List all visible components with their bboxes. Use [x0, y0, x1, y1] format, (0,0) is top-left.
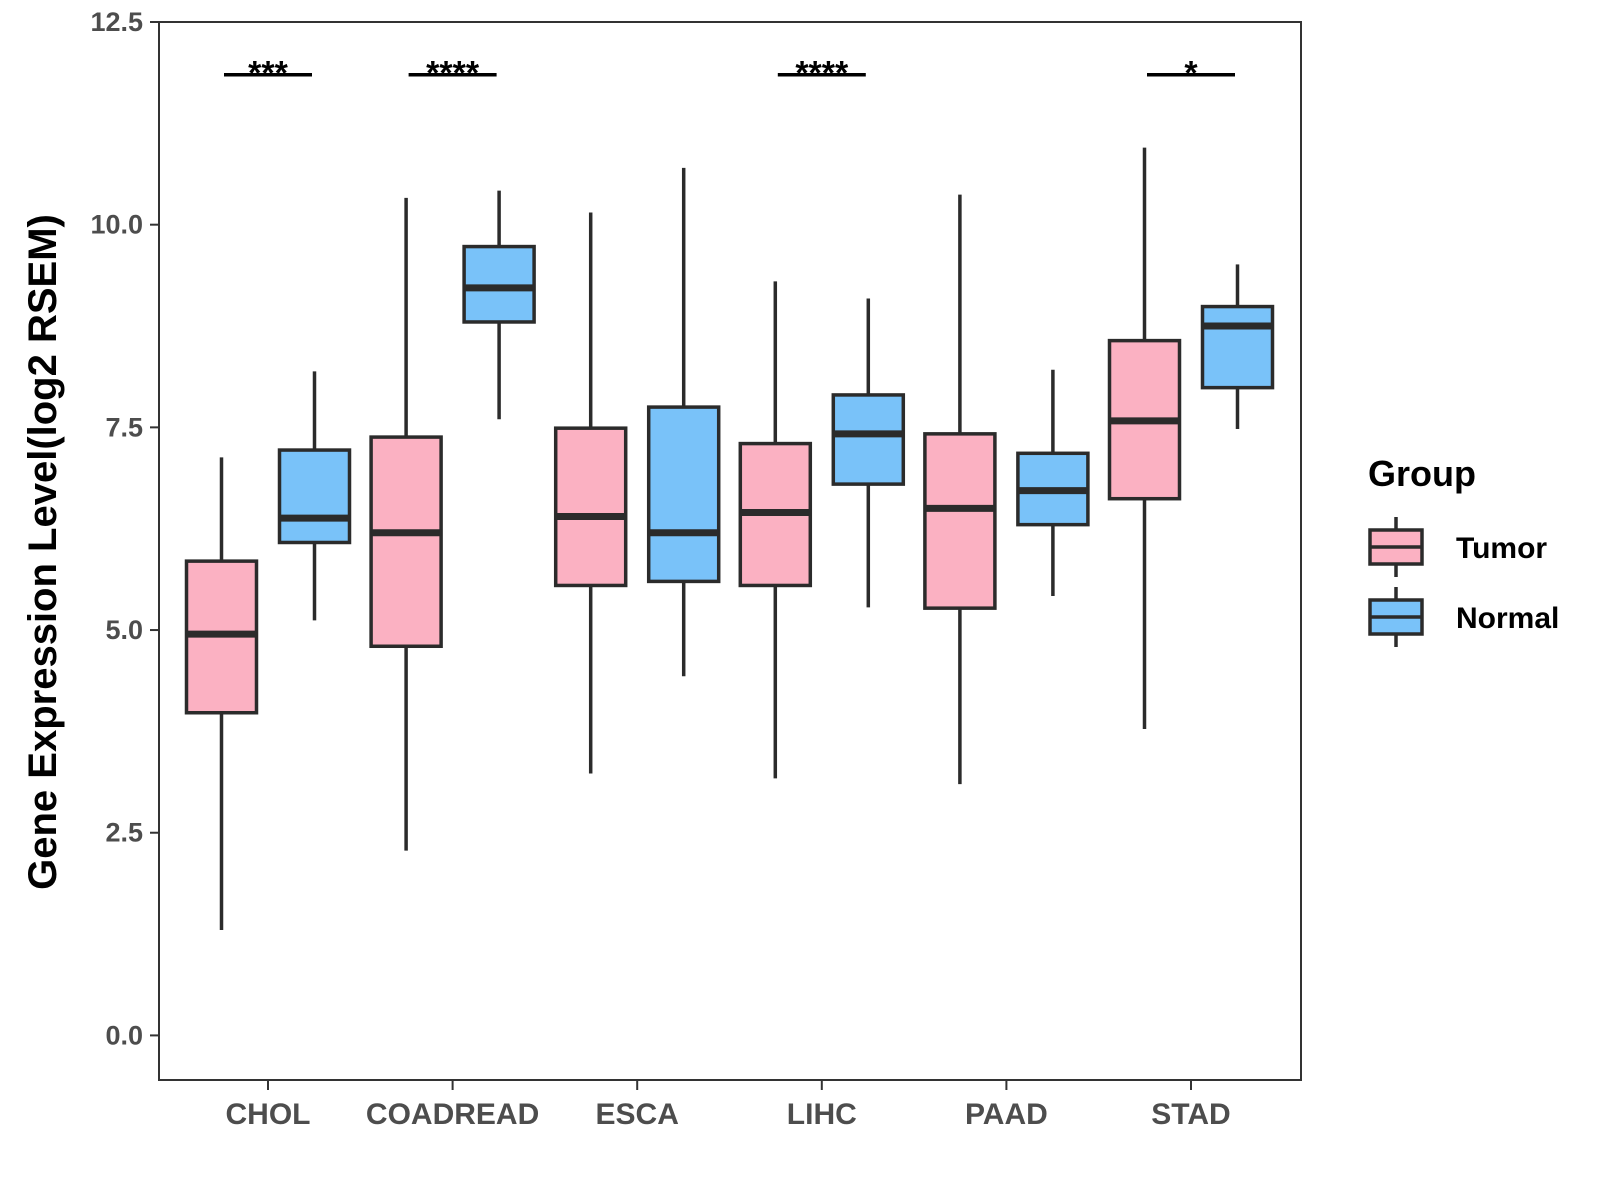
legend-label: Normal: [1456, 602, 1559, 635]
box-normal-chol: [277, 371, 352, 621]
box-normal-esca: [646, 167, 721, 677]
plot-marks: *** **** **** *: [184, 55, 1275, 931]
legend-label: Tumor: [1456, 532, 1547, 565]
iqr-box: [462, 244, 536, 324]
significance-label: *: [1184, 55, 1198, 93]
significance-chol: ***: [224, 55, 312, 93]
significance-coadread: ****: [408, 55, 497, 93]
x-tick-label: LIHC: [787, 1098, 857, 1131]
y-tick-label: 2.5: [105, 818, 143, 848]
y-tick-label: 7.5: [105, 412, 143, 442]
iqr-box: [646, 405, 721, 584]
y-axis-title: Gene Expression Level(log2 RSEM): [21, 214, 65, 890]
plot-panel-border: [158, 21, 1302, 1081]
legend: Group Tumor Normal: [1368, 453, 1559, 647]
box-normal-paad: [1016, 369, 1090, 596]
y-tick-label: 12.5: [90, 7, 143, 37]
legend-title: Group: [1368, 453, 1476, 494]
significance-stad: *: [1147, 55, 1235, 93]
box-normal-lihc: [831, 298, 906, 608]
iqr-box: [831, 393, 906, 486]
y-tick-label: 0.0: [105, 1020, 143, 1050]
iqr-box: [923, 432, 997, 610]
box-normal-coadread: [462, 190, 536, 420]
y-tick-label: 5.0: [105, 615, 143, 645]
significance-lihc: ****: [777, 55, 866, 93]
x-tick-label: COADREAD: [366, 1098, 539, 1131]
legend-item-tumor: Tumor: [1368, 517, 1547, 577]
y-tick-label: 10.0: [90, 210, 143, 240]
significance-label: ****: [795, 55, 849, 93]
box-normal-stad: [1200, 264, 1275, 429]
box-tumor-lihc: [738, 281, 813, 779]
x-tick-label: STAD: [1151, 1098, 1230, 1131]
legend-item-normal: Normal: [1368, 587, 1559, 647]
significance-label: ****: [426, 55, 480, 93]
box-tumor-esca: [553, 212, 628, 774]
iqr-box: [553, 426, 628, 588]
significance-label: ***: [248, 55, 288, 93]
x-tick-label: ESCA: [596, 1098, 679, 1131]
axes: 0.0 2.5 5.0 7.5 10.0 12.5 CHOL COADREAD ESCA LIHC…: [90, 7, 1230, 1131]
box-tumor-paad: [923, 194, 997, 785]
box-tumor-chol: [184, 457, 259, 931]
iqr-box: [369, 435, 443, 649]
box-tumor-stad: [1107, 147, 1182, 729]
iqr-box: [277, 448, 352, 545]
iqr-box: [1200, 304, 1275, 390]
x-tick-label: PAAD: [965, 1098, 1048, 1131]
box-tumor-coadread: [369, 197, 443, 851]
x-tick-label: CHOL: [226, 1098, 311, 1131]
